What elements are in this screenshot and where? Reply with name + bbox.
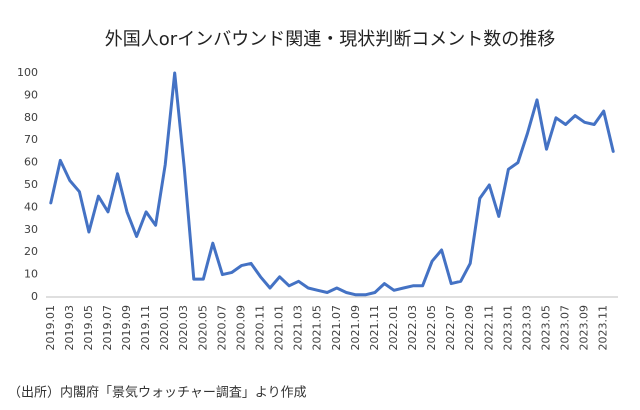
y-tick-label: 80 xyxy=(24,111,38,124)
x-tick-label: 2021.05 xyxy=(311,305,324,351)
x-tick-label: 2019.05 xyxy=(82,305,95,351)
x-tick-label: 2021.11 xyxy=(368,305,381,351)
x-tick-label: 2023.07 xyxy=(559,305,572,351)
x-tick-label: 2022.09 xyxy=(463,305,476,351)
x-tick-label: 2021.09 xyxy=(349,305,362,351)
x-tick-label: 2020.03 xyxy=(177,305,190,351)
x-tick-label: 2023.01 xyxy=(501,305,514,351)
x-tick-label: 2022.11 xyxy=(482,305,495,351)
x-tick-label: 2022.05 xyxy=(425,305,438,351)
y-tick-label: 70 xyxy=(24,133,38,146)
data-line xyxy=(49,71,615,297)
x-tick-label: 2019.07 xyxy=(101,305,114,351)
x-tick-label: 2023.11 xyxy=(597,305,610,351)
x-tick-label: 2020.01 xyxy=(158,305,171,351)
y-tick-label: 50 xyxy=(24,178,38,191)
x-tick-label: 2020.07 xyxy=(215,305,228,351)
x-tick-label: 2020.11 xyxy=(254,305,267,351)
y-tick-label: 30 xyxy=(24,223,38,236)
x-tick-label: 2020.09 xyxy=(234,305,247,351)
x-tick-label: 2019.11 xyxy=(139,305,152,351)
x-tick-label: 2019.01 xyxy=(44,305,57,351)
y-tick-label: 90 xyxy=(24,88,38,101)
source-note: （出所）内閣府「景気ウォッチャー調査」より作成 xyxy=(8,385,307,401)
x-tick-label: 2021.03 xyxy=(292,305,305,351)
y-tick-label: 10 xyxy=(24,268,38,281)
x-tick-label: 2020.05 xyxy=(196,305,209,351)
y-tick-label: 100 xyxy=(17,66,38,79)
x-tick-label: 2019.09 xyxy=(120,305,133,351)
x-tick-label: 2023.05 xyxy=(540,305,553,351)
x-tick-label: 2022.03 xyxy=(406,305,419,351)
x-tick-label: 2023.09 xyxy=(578,305,591,351)
x-tick-label: 2022.01 xyxy=(387,305,400,351)
x-tick-label: 2019.03 xyxy=(63,305,76,351)
y-tick-label: 20 xyxy=(24,245,38,258)
x-tick-label: 2022.07 xyxy=(444,305,457,351)
x-tick-label: 2021.01 xyxy=(273,305,286,351)
y-tick-label: 60 xyxy=(24,156,38,169)
chart-title: 外国人orインバウンド関連・現状判断コメント数の推移 xyxy=(105,29,555,50)
y-tick-label: 0 xyxy=(31,290,38,303)
x-tick-label: 2021.07 xyxy=(330,305,343,351)
x-tick-label: 2023.03 xyxy=(520,305,533,351)
y-tick-label: 40 xyxy=(24,200,38,213)
